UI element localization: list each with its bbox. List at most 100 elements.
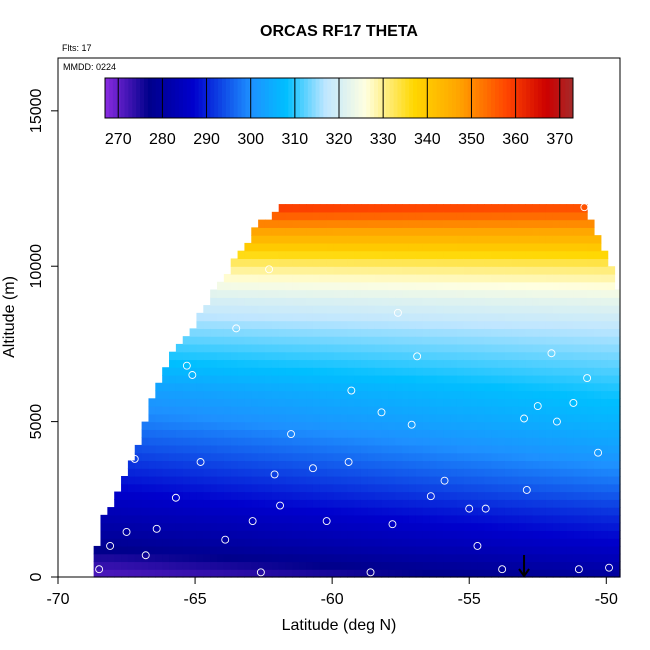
heatmap-cell (230, 406, 239, 415)
heatmap-cell (292, 545, 300, 555)
heatmap-cell (559, 499, 568, 508)
heatmap-cell (292, 398, 300, 407)
heatmap-cell (121, 476, 129, 485)
heatmap-cell (573, 297, 581, 306)
heatmap-cell (244, 398, 252, 407)
heatmap-cell (189, 437, 198, 446)
heatmap-cell (607, 406, 616, 415)
heatmap-cell (340, 553, 348, 563)
sample-point (407, 420, 416, 429)
heatmap-cell (525, 266, 533, 275)
heatmap-cell (477, 553, 485, 563)
heatmap-cell (278, 227, 287, 236)
heatmap-cell (141, 468, 150, 477)
heatmap-cell (196, 499, 204, 508)
heatmap-cell (381, 491, 389, 500)
heatmap-cell (196, 468, 204, 477)
heatmap-cell (340, 227, 348, 236)
heatmap-cell (600, 483, 609, 493)
heatmap-cell (566, 336, 574, 345)
heatmap-cell (491, 491, 499, 500)
heatmap-cell (518, 219, 527, 228)
heatmap-cell (319, 235, 328, 244)
heatmap-cell (436, 398, 444, 407)
heatmap-cell (237, 398, 246, 407)
heatmap-cell (367, 266, 376, 275)
heatmap-cell (196, 359, 204, 368)
heatmap-cell (237, 429, 246, 438)
heatmap-cell (333, 413, 341, 423)
heatmap-cell (251, 499, 259, 508)
heatmap-cell (456, 538, 465, 547)
heatmap-cell (559, 204, 568, 213)
heatmap-cell (347, 491, 355, 500)
heatmap-cell (340, 351, 348, 361)
heatmap-cell (532, 382, 540, 392)
heatmap-cell (367, 250, 376, 260)
heatmap-cell (347, 522, 355, 531)
heatmap-cell (271, 281, 280, 291)
heatmap-cell (127, 545, 136, 555)
heatmap-cell (319, 374, 328, 384)
heatmap-cell (244, 343, 252, 353)
heatmap-cell (422, 507, 431, 516)
heatmap-cell (498, 289, 506, 298)
heatmap-cell (614, 305, 621, 314)
heatmap-cell (456, 235, 465, 244)
heatmap-cell (491, 305, 499, 314)
heatmap-cell (114, 545, 122, 555)
heatmap-cell (360, 351, 369, 361)
heatmap-cell (319, 530, 328, 539)
heatmap-cell (456, 406, 465, 415)
heatmap-cell (299, 483, 307, 493)
heatmap-cell (463, 476, 472, 485)
heatmap-cell (155, 538, 163, 547)
heatmap-cell (210, 561, 218, 570)
sample-point (287, 430, 295, 438)
heatmap-cell (395, 343, 403, 353)
heatmap-cell (210, 421, 218, 430)
heatmap-cell (264, 367, 273, 376)
heatmap-cell (162, 491, 170, 500)
heatmap-cell (374, 312, 383, 322)
heatmap-cell (134, 499, 143, 508)
heatmap-cell (477, 227, 485, 236)
heatmap-cell (593, 468, 602, 477)
heatmap-cell (477, 398, 485, 407)
heatmap-cell (518, 235, 527, 244)
heatmap-cell (374, 343, 383, 353)
heatmap-cell (189, 507, 198, 516)
heatmap-cell (539, 406, 547, 415)
heatmap-cell (525, 553, 533, 563)
heatmap-cell (251, 491, 259, 500)
heatmap-cell (237, 468, 246, 477)
heatmap-cell (237, 406, 246, 415)
heatmap-cell (381, 452, 389, 462)
heatmap-cell (203, 406, 211, 415)
heatmap-cell (580, 514, 588, 524)
heatmap-cell (600, 569, 609, 578)
heatmap-cell (251, 242, 259, 252)
heatmap-cell (539, 359, 547, 368)
heatmap-cell (580, 312, 588, 322)
heatmap-cell (566, 491, 574, 500)
heatmap-cell (614, 538, 621, 547)
heatmap-cell (258, 227, 266, 236)
heatmap-cell (292, 444, 300, 454)
heatmap-cell (347, 312, 355, 322)
heatmap-cell (415, 343, 424, 353)
heatmap-cell (162, 569, 170, 578)
heatmap-cell (196, 328, 204, 337)
heatmap-cell (456, 289, 465, 298)
heatmap-cell (340, 429, 348, 438)
heatmap-cell (299, 343, 307, 353)
heatmap-cell (312, 351, 321, 361)
heatmap-cell (402, 297, 410, 306)
heatmap-cell (429, 460, 437, 469)
heatmap-cell (155, 553, 163, 563)
heatmap-cell (450, 374, 458, 384)
heatmap-cell (532, 351, 540, 361)
heatmap-cell (367, 235, 376, 244)
colorbar-segment (401, 78, 406, 118)
colorbar-segment (432, 78, 437, 118)
